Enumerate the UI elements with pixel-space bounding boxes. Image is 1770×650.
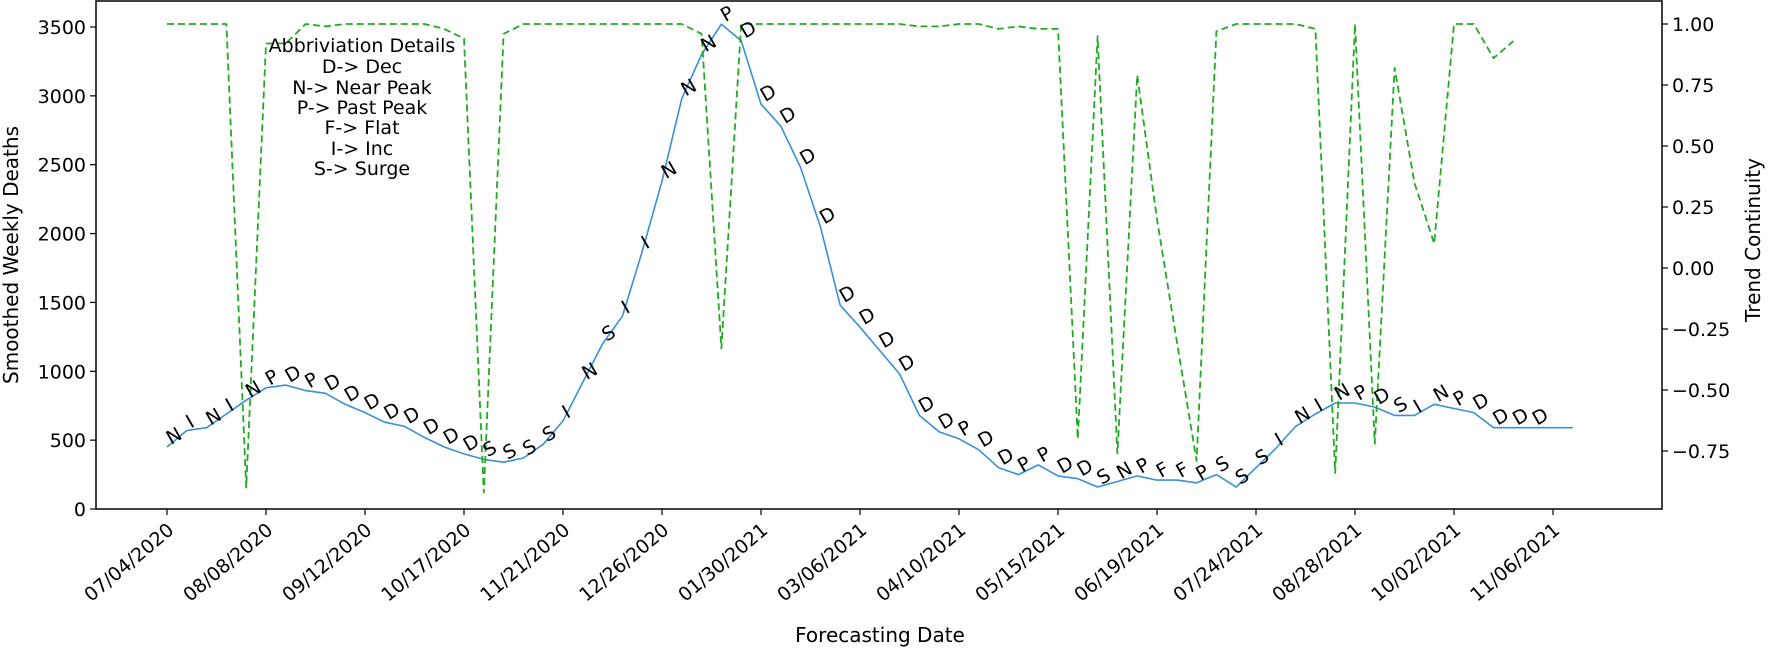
- x-tick-label: 12/26/2020: [575, 519, 673, 606]
- x-tick-label: 10/02/2021: [1367, 519, 1465, 606]
- trend-label: N: [677, 75, 700, 101]
- trend-label: S: [1252, 445, 1273, 470]
- trend-label: S: [1212, 452, 1233, 477]
- trend-label: P: [1014, 452, 1035, 477]
- trend-label: P: [955, 416, 976, 441]
- trend-label: P: [1133, 453, 1154, 478]
- trend-label: P: [1034, 442, 1055, 467]
- abbreviation-box: Abbriviation Details D-> Dec N-> Near Pe…: [269, 35, 456, 180]
- y2-tick-label: −0.50: [1672, 380, 1730, 402]
- axes: [95, 0, 1663, 510]
- trend-label: S: [1093, 464, 1114, 489]
- y-tick-label: 1500: [38, 292, 86, 314]
- x-tick-label: 11/06/2021: [1466, 519, 1564, 606]
- x-tick-label: 07/04/2020: [80, 519, 178, 606]
- trend-label: P: [1351, 381, 1372, 406]
- trend-label: D: [1529, 404, 1553, 430]
- y-tick-label: 3000: [38, 86, 86, 108]
- trend-continuity-line: [167, 23, 1514, 494]
- trend-label: N: [1331, 379, 1354, 405]
- y-axis-title: Smoothed Weekly Deaths: [0, 126, 23, 384]
- trend-label: N: [697, 31, 720, 57]
- abbreviation-line: D-> Dec: [322, 56, 402, 78]
- x-axis-ticks: 07/04/2020 08/08/2020 09/12/2020 10/17/2020…: [80, 509, 1564, 606]
- x-tick-label: 10/17/2020: [377, 519, 475, 606]
- trend-label: D: [1073, 455, 1097, 481]
- trend-label: S: [1390, 393, 1411, 418]
- trend-label: I: [618, 297, 634, 319]
- trend-label: S: [539, 422, 560, 447]
- abbreviation-title: Abbriviation Details: [269, 35, 456, 57]
- trend-label: S: [499, 439, 520, 464]
- y2-tick-label: −0.25: [1672, 319, 1730, 341]
- y-tick-label: 1000: [38, 361, 86, 383]
- trend-label: D: [361, 389, 385, 415]
- trend-label: I: [1311, 394, 1327, 416]
- x-tick-label: 05/15/2021: [971, 519, 1069, 606]
- trend-label: D: [1054, 452, 1078, 478]
- y2-tick-label: −0.75: [1672, 441, 1730, 463]
- trend-label: D: [1509, 404, 1533, 430]
- trend-label: N: [1291, 403, 1314, 429]
- x-tick-label: 03/06/2021: [773, 519, 871, 606]
- abbreviation-line: P-> Past Peak: [297, 97, 428, 119]
- trend-label: I: [222, 394, 238, 416]
- x-tick-label: 01/30/2021: [674, 519, 772, 606]
- trend-label: P: [1192, 460, 1213, 485]
- x-tick-label: 08/08/2020: [179, 519, 277, 606]
- y-tick-label: 500: [50, 430, 86, 452]
- abbreviation-line: N-> Near Peak: [292, 77, 432, 99]
- trend-label: N: [658, 157, 681, 183]
- trend-label: D: [974, 426, 998, 452]
- y-tick-label: 2500: [38, 155, 86, 177]
- abbreviation-line: I-> Inc: [331, 138, 394, 160]
- trend-label: I: [638, 232, 654, 254]
- y2-tick-label: 0.00: [1672, 258, 1714, 280]
- x-tick-label: 07/24/2021: [1169, 519, 1267, 606]
- abbreviation-line: S-> Surge: [314, 158, 410, 180]
- trend-label: N: [163, 423, 186, 449]
- abbreviation-line: F-> Flat: [324, 117, 399, 139]
- x-tick-label: 08/28/2021: [1268, 519, 1366, 606]
- x-tick-label: 09/12/2020: [278, 519, 376, 606]
- trend-label: F: [1172, 458, 1192, 483]
- x-tick-label: 06/19/2021: [1070, 519, 1168, 606]
- y2-tick-label: 1.00: [1672, 14, 1714, 36]
- y-tick-label: 3500: [38, 17, 86, 39]
- y2-axis-title: Trend Continuity: [1741, 158, 1765, 323]
- x-tick-label: 11/21/2020: [476, 519, 574, 606]
- trend-label: N: [1113, 458, 1136, 484]
- plot-frame: [95, 0, 1663, 510]
- trend-label: I: [1410, 396, 1426, 418]
- trend-label: N: [578, 358, 601, 384]
- x-tick-label: 04/10/2021: [872, 519, 970, 606]
- plot-area: [166, 23, 1573, 494]
- y-axis-ticks: 0 500 1000 1500 2000 2500 3000 3500: [38, 17, 96, 521]
- trend-label: D: [341, 380, 365, 406]
- y2-tick-label: 0.25: [1672, 197, 1714, 219]
- y2-tick-label: 0.50: [1672, 136, 1714, 158]
- trend-label: I: [1271, 429, 1287, 451]
- trend-label: D: [321, 369, 345, 395]
- y-tick-label: 2000: [38, 224, 86, 246]
- trend-label: D: [400, 402, 424, 428]
- trend-label: N: [242, 376, 265, 402]
- trend-label: D: [1370, 383, 1394, 409]
- trend-label: N: [202, 404, 225, 430]
- trend-label: F: [1153, 458, 1173, 483]
- y2-axis-ticks: −0.75 −0.50 −0.25 0.00 0.25 0.50 0.75 1.00: [1662, 14, 1730, 463]
- trend-label: P: [717, 2, 738, 27]
- y-tick-label: 0: [74, 499, 86, 521]
- trend-label: P: [301, 368, 322, 393]
- y2-tick-label: 0.75: [1672, 75, 1714, 97]
- trend-label: P: [1450, 386, 1471, 411]
- x-axis-title: Forecasting Date: [795, 623, 965, 647]
- trend-label: D: [420, 413, 444, 439]
